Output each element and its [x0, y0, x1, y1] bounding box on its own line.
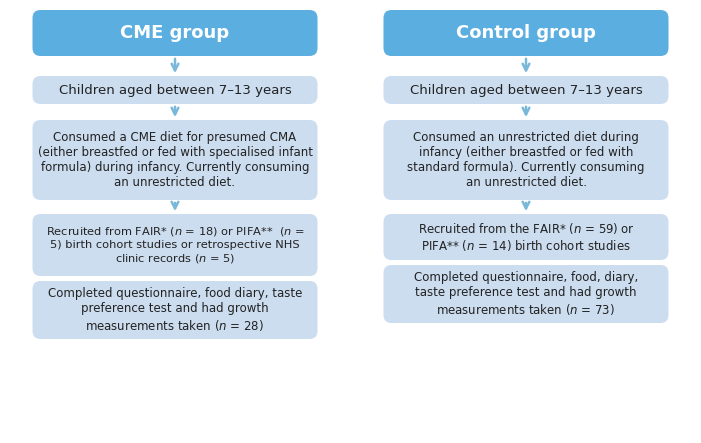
Text: CME group: CME group: [121, 24, 229, 42]
Text: Control group: Control group: [456, 24, 596, 42]
Text: Children aged between 7–13 years: Children aged between 7–13 years: [409, 83, 642, 97]
Text: Completed questionnaire, food, diary,
taste preference test and had growth
measu: Completed questionnaire, food, diary, ta…: [414, 271, 638, 317]
Text: Children aged between 7–13 years: Children aged between 7–13 years: [59, 83, 292, 97]
FancyBboxPatch shape: [383, 76, 669, 104]
Text: Recruited from the FAIR* ($n$ = 59) or
PIFA** ($n$ = 14) birth cohort studies: Recruited from the FAIR* ($n$ = 59) or P…: [418, 221, 634, 253]
FancyBboxPatch shape: [32, 76, 318, 104]
Text: Consumed an unrestricted diet during
infancy (either breastfed or fed with
stand: Consumed an unrestricted diet during inf…: [407, 131, 645, 189]
FancyBboxPatch shape: [383, 214, 669, 260]
Text: Recruited from FAIR* ($n$ = 18) or PIFA**  ($n$ =
5) birth cohort studies or ret: Recruited from FAIR* ($n$ = 18) or PIFA*…: [46, 225, 304, 265]
Text: Consumed a CME diet for presumed CMA
(either breastfed or fed with specialised i: Consumed a CME diet for presumed CMA (ei…: [37, 131, 313, 189]
Text: Completed questionnaire, food diary, taste
preference test and had growth
measur: Completed questionnaire, food diary, tas…: [48, 288, 302, 333]
FancyBboxPatch shape: [32, 120, 318, 200]
FancyBboxPatch shape: [383, 120, 669, 200]
FancyBboxPatch shape: [32, 214, 318, 276]
FancyBboxPatch shape: [32, 281, 318, 339]
FancyBboxPatch shape: [32, 10, 318, 56]
FancyBboxPatch shape: [383, 265, 669, 323]
FancyBboxPatch shape: [383, 10, 669, 56]
